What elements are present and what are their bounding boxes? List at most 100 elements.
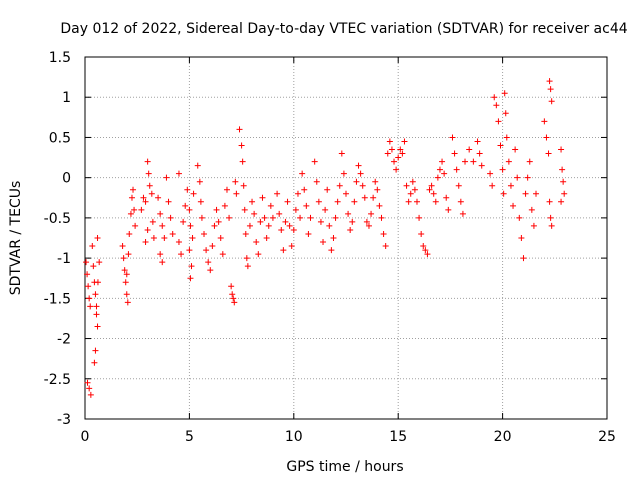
data-point [230, 295, 237, 302]
x-tick-label: 15 [389, 429, 407, 445]
y-tick-label: 1 [62, 90, 71, 106]
data-point [301, 186, 308, 193]
data-point [391, 158, 398, 165]
data-point [424, 251, 431, 258]
data-point [430, 190, 437, 197]
chart-title: Day 012 of 2022, Sidereal Day-to-day VTE… [60, 21, 627, 37]
data-point [340, 170, 347, 177]
data-point [253, 239, 260, 246]
data-point [558, 198, 565, 205]
data-point [219, 251, 226, 258]
data-point [451, 150, 458, 157]
data-point [397, 146, 404, 153]
data-point [313, 178, 320, 185]
data-point [142, 239, 149, 246]
data-point [197, 198, 204, 205]
data-point [261, 214, 268, 221]
data-point [357, 170, 364, 177]
data-points [83, 78, 568, 398]
data-point [434, 174, 441, 181]
data-point [123, 291, 130, 298]
data-point [305, 230, 312, 237]
data-point [443, 194, 450, 201]
data-point [186, 206, 193, 213]
data-point [533, 190, 540, 197]
data-point [92, 291, 99, 298]
data-point [167, 214, 174, 221]
data-point [512, 146, 519, 153]
data-point [541, 118, 548, 125]
data-point [522, 190, 529, 197]
data-point [459, 210, 466, 217]
data-point [328, 247, 335, 254]
data-point [334, 198, 341, 205]
data-point [209, 243, 216, 250]
data-point [401, 138, 408, 145]
data-point [355, 162, 362, 169]
data-point [187, 222, 194, 229]
data-point [83, 259, 90, 266]
data-point [332, 214, 339, 221]
data-point [182, 202, 189, 209]
data-point [418, 230, 425, 237]
data-point [205, 259, 212, 266]
data-point [87, 391, 94, 398]
data-point [380, 230, 387, 237]
data-point [524, 174, 531, 181]
data-point [388, 146, 395, 153]
x-tick-label: 20 [494, 429, 512, 445]
data-point [229, 291, 236, 298]
data-point [84, 379, 91, 386]
data-point [217, 235, 224, 241]
data-point [343, 190, 349, 197]
data-point [157, 251, 164, 258]
data-point [559, 166, 566, 173]
y-tick-label: -1 [57, 251, 71, 267]
data-point [336, 182, 343, 189]
data-point [241, 206, 248, 213]
x-tick-label: 10 [285, 429, 303, 445]
data-point [420, 243, 427, 250]
y-tick-label: -0.5 [44, 211, 71, 227]
data-point [495, 118, 502, 125]
y-axis-label: SDTVAR / TECUs [8, 181, 24, 296]
data-point [276, 210, 283, 217]
data-point [558, 146, 565, 153]
data-point [507, 182, 514, 189]
data-point [267, 202, 274, 209]
data-point [422, 247, 429, 254]
data-point [548, 98, 555, 105]
data-point [263, 235, 270, 241]
data-point [403, 182, 410, 189]
data-point [372, 178, 379, 185]
data-point [399, 150, 406, 157]
data-point [278, 226, 285, 233]
data-point [548, 222, 555, 229]
data-point [93, 303, 100, 310]
data-point [499, 166, 506, 173]
data-point [345, 210, 352, 217]
data-point [122, 279, 129, 286]
data-point [244, 263, 251, 270]
data-point [453, 166, 460, 173]
data-point [520, 255, 527, 262]
data-point [251, 210, 258, 217]
data-point [470, 158, 477, 165]
data-point [144, 226, 151, 233]
data-point [161, 235, 168, 241]
data-point [92, 347, 99, 354]
data-point [123, 271, 130, 278]
data-point [96, 259, 103, 266]
data-point [90, 263, 97, 270]
data-point [528, 206, 535, 213]
data-point [126, 230, 133, 237]
data-point [290, 226, 297, 233]
data-point [416, 214, 423, 221]
data-point [546, 78, 553, 85]
data-point [221, 202, 228, 209]
y-tick-label: -2.5 [44, 372, 71, 388]
data-point [493, 102, 500, 109]
data-point [514, 174, 521, 181]
data-point [142, 198, 149, 205]
data-point [547, 86, 554, 93]
